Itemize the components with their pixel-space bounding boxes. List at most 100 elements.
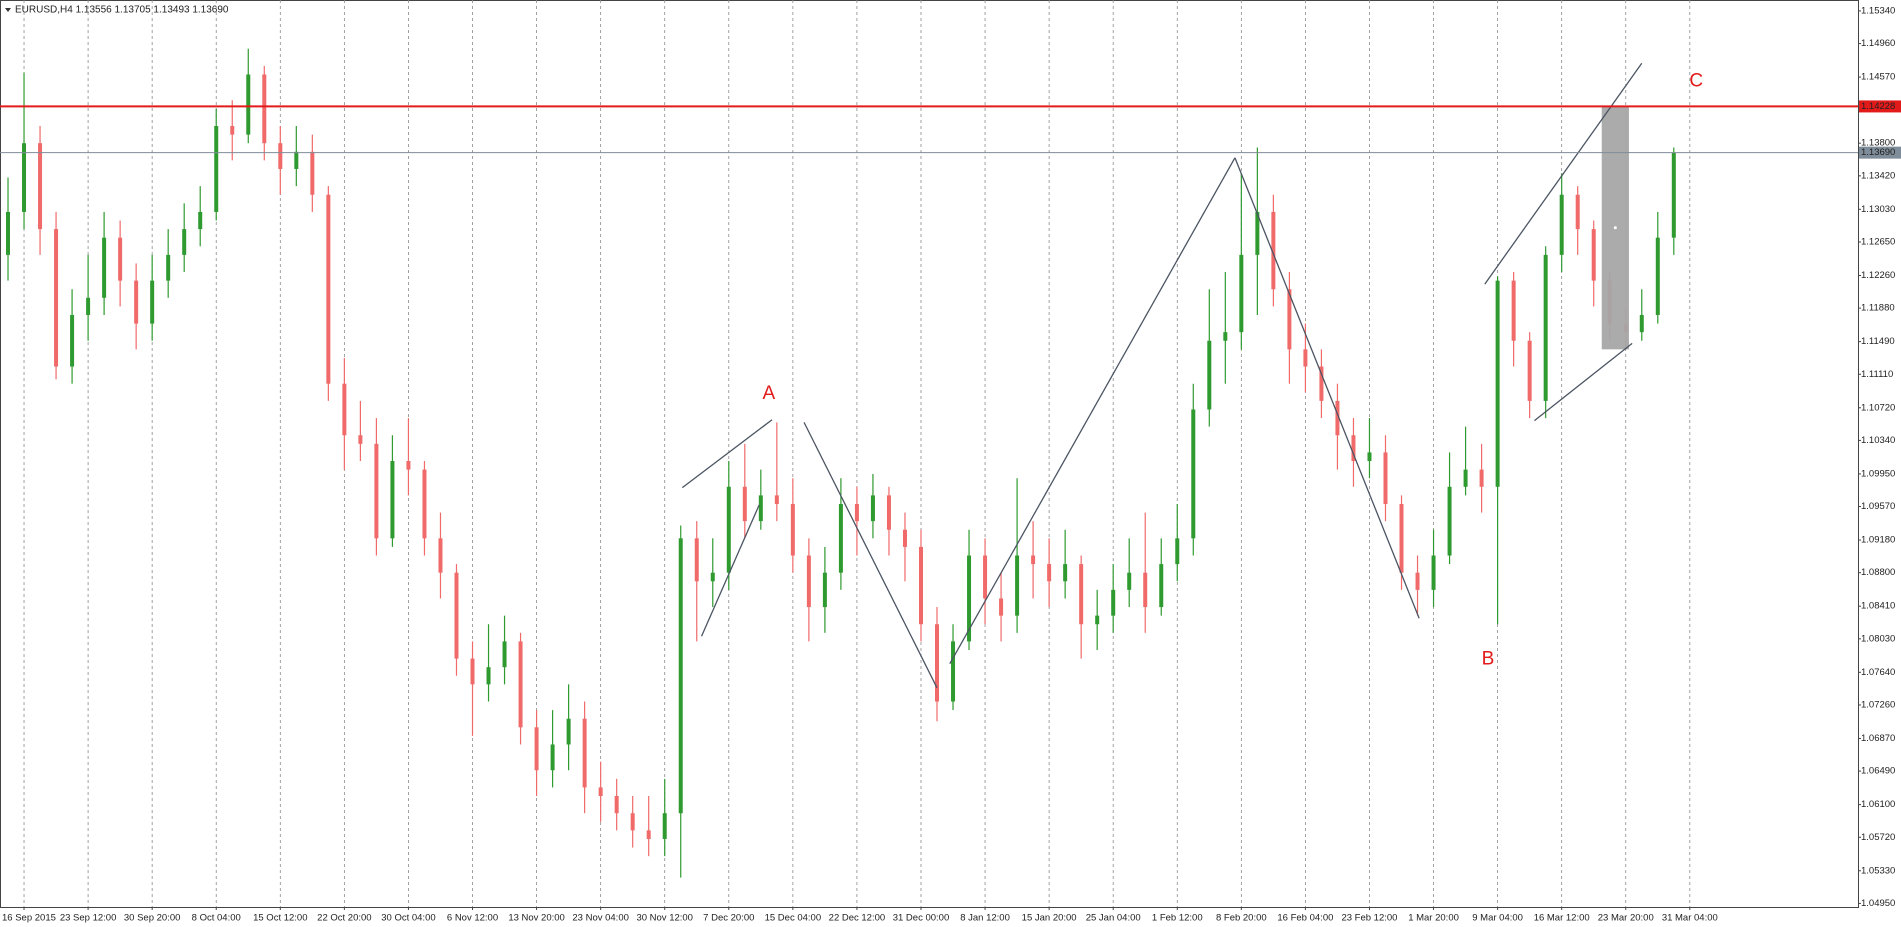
x-tick-label: 8 Feb 20:00 bbox=[1216, 913, 1267, 924]
candle-body bbox=[550, 744, 555, 771]
x-tick-label: 22 Dec 12:00 bbox=[829, 913, 886, 924]
candle-body bbox=[758, 495, 763, 522]
menu-arrow[interactable] bbox=[5, 8, 11, 12]
candle-body bbox=[1095, 615, 1100, 625]
candle-body bbox=[150, 280, 155, 324]
annotation: C bbox=[1689, 70, 1703, 91]
candle-body bbox=[166, 254, 171, 281]
y-tick-label: 1.14570 bbox=[1861, 72, 1895, 83]
candle-body bbox=[390, 461, 395, 539]
x-tick-label: 6 Nov 12:00 bbox=[447, 913, 498, 924]
candle-body bbox=[1287, 289, 1292, 350]
candle-body bbox=[246, 74, 251, 135]
y-tick-label: 1.08800 bbox=[1861, 567, 1895, 578]
candle-body bbox=[454, 572, 459, 659]
candle-body bbox=[1191, 409, 1196, 539]
x-tick-label: 25 Jan 04:00 bbox=[1086, 913, 1141, 924]
y-tick-label: 1.07640 bbox=[1861, 667, 1895, 678]
candle-body bbox=[1031, 555, 1036, 565]
y-tick-label: 1.15340 bbox=[1861, 5, 1895, 16]
candle-body bbox=[1671, 152, 1676, 238]
candle-body bbox=[774, 495, 779, 504]
candle-body bbox=[1495, 280, 1500, 487]
y-tick-label: 1.11110 bbox=[1861, 369, 1893, 380]
candle-body bbox=[694, 538, 699, 582]
x-tick-label: 30 Oct 04:00 bbox=[381, 913, 435, 924]
candle-body bbox=[1255, 211, 1260, 255]
trendline bbox=[803, 422, 938, 689]
candle-body bbox=[134, 280, 139, 324]
y-tick-label: 1.07260 bbox=[1861, 699, 1895, 710]
trendline bbox=[700, 504, 760, 637]
candle-body bbox=[230, 126, 235, 135]
y-tick-label: 1.13030 bbox=[1861, 204, 1895, 215]
candle-body bbox=[854, 503, 859, 522]
price-label-box bbox=[1859, 100, 1901, 113]
objects: A B C bbox=[0, 62, 1858, 689]
plot-frame bbox=[0, 0, 1859, 908]
x-tick-label: 15 Jan 20:00 bbox=[1022, 913, 1077, 924]
candle-body bbox=[182, 229, 187, 255]
candle-body bbox=[534, 727, 539, 771]
candle-body bbox=[1127, 572, 1132, 590]
candle-body bbox=[886, 495, 891, 530]
candle-body bbox=[630, 813, 635, 831]
y-tick-label: 1.11490 bbox=[1861, 336, 1895, 347]
candle-body bbox=[1575, 194, 1580, 230]
annotation: B bbox=[1482, 648, 1495, 669]
marks bbox=[6, 48, 1676, 878]
candle-body bbox=[662, 813, 667, 839]
candle-body bbox=[198, 211, 203, 230]
trendline bbox=[681, 419, 773, 489]
candle-body bbox=[1543, 254, 1548, 401]
y-tick-label: 1.05330 bbox=[1861, 865, 1895, 876]
candle-body bbox=[358, 435, 363, 444]
candle-body bbox=[374, 443, 379, 539]
candle-body bbox=[1527, 340, 1532, 401]
zone-center bbox=[1613, 226, 1617, 230]
candle-body bbox=[870, 495, 875, 522]
candle-body bbox=[742, 486, 747, 522]
candle-body bbox=[614, 796, 619, 814]
candle-body bbox=[38, 143, 43, 230]
x-tick-label: 22 Oct 20:00 bbox=[317, 913, 371, 924]
price-label: 1.14228 bbox=[1861, 101, 1895, 112]
x-tick-label: 1 Mar 20:00 bbox=[1408, 913, 1459, 924]
candle-body bbox=[1431, 555, 1436, 590]
candle-body bbox=[406, 461, 411, 470]
candle-body bbox=[1591, 229, 1596, 281]
candle-body bbox=[1143, 572, 1148, 608]
x-tick-label: 16 Feb 04:00 bbox=[1277, 913, 1333, 924]
y-tick-label: 1.10720 bbox=[1861, 402, 1895, 413]
trendline bbox=[1484, 62, 1643, 285]
candle-body bbox=[102, 237, 107, 298]
candle-body bbox=[1319, 366, 1324, 401]
axes: 1.15340 1.14960 1.14570 1.13800 1.13420 1.130… bbox=[2, 5, 1901, 924]
candle-body bbox=[983, 555, 988, 599]
x-tick-label: 23 Mar 20:00 bbox=[1598, 913, 1654, 924]
candle-body bbox=[1079, 564, 1084, 625]
y-tick-label: 1.08030 bbox=[1861, 633, 1895, 644]
candle-body bbox=[838, 503, 843, 573]
candle-body bbox=[1559, 194, 1564, 255]
candle-body bbox=[726, 486, 731, 573]
y-tick-label: 1.13420 bbox=[1861, 170, 1895, 181]
x-tick-label: 13 Nov 20:00 bbox=[508, 913, 565, 924]
y-tick-label: 1.12260 bbox=[1861, 270, 1895, 281]
candle-body bbox=[310, 151, 315, 195]
candle-body bbox=[566, 718, 571, 745]
x-tick-label: 15 Dec 04:00 bbox=[765, 913, 822, 924]
candle-body bbox=[1207, 340, 1212, 410]
y-tick-label: 1.13800 bbox=[1861, 138, 1895, 149]
candle-body bbox=[598, 787, 603, 797]
x-tick-label: 23 Sep 12:00 bbox=[60, 913, 117, 924]
x-tick-label: 16 Sep 2015 bbox=[2, 913, 56, 924]
candle-body bbox=[294, 151, 299, 169]
candle-body bbox=[518, 641, 523, 728]
x-tick-label: 15 Oct 12:00 bbox=[253, 913, 307, 924]
candle-body bbox=[951, 641, 956, 702]
candle-body bbox=[1383, 452, 1388, 504]
candle-body bbox=[1271, 211, 1276, 290]
candle-body bbox=[486, 667, 491, 685]
trendline bbox=[1234, 157, 1420, 619]
